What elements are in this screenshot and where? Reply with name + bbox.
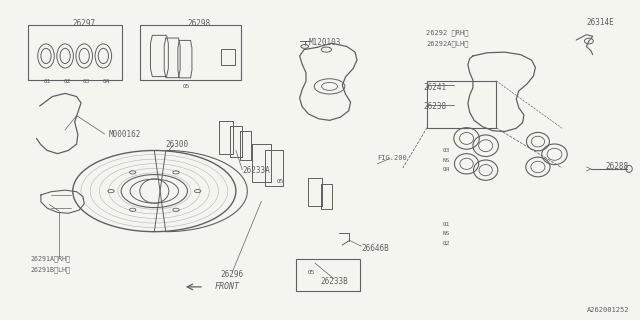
- Text: 26291A〈RH〉: 26291A〈RH〉: [30, 256, 70, 262]
- Bar: [221, 49, 236, 65]
- Text: 26288: 26288: [606, 163, 629, 172]
- Text: α3: α3: [442, 148, 450, 153]
- Text: 26238: 26238: [423, 102, 446, 111]
- Text: 26646B: 26646B: [362, 244, 389, 253]
- Text: α1: α1: [44, 79, 51, 84]
- Text: α5: α5: [308, 270, 316, 275]
- Bar: [140, 25, 241, 80]
- Text: 26298: 26298: [188, 19, 211, 28]
- Text: NS: NS: [442, 157, 450, 163]
- Text: 26233B: 26233B: [320, 277, 348, 286]
- Text: 26292 〈RH〉: 26292 〈RH〉: [426, 30, 468, 36]
- Bar: [28, 25, 122, 80]
- Text: α4: α4: [442, 167, 450, 172]
- Text: α3: α3: [83, 79, 90, 84]
- Text: 26296: 26296: [221, 270, 244, 279]
- Text: A262001252: A262001252: [586, 307, 629, 313]
- Text: 26300: 26300: [166, 140, 189, 149]
- Text: 26241: 26241: [423, 83, 446, 92]
- Text: α2: α2: [63, 79, 71, 84]
- Text: α4: α4: [103, 79, 110, 84]
- Text: 26291B〈LH〉: 26291B〈LH〉: [30, 266, 70, 273]
- Text: 26314E: 26314E: [586, 18, 614, 27]
- Text: 26292A〈LH〉: 26292A〈LH〉: [426, 40, 468, 47]
- Text: 26297: 26297: [73, 19, 96, 28]
- Text: α5: α5: [276, 179, 284, 184]
- Text: 26233A: 26233A: [243, 166, 270, 175]
- Text: α2: α2: [442, 241, 450, 246]
- Text: M000162: M000162: [108, 130, 141, 139]
- Text: FIG.200: FIG.200: [378, 156, 407, 161]
- Bar: [296, 259, 360, 291]
- Text: NS: NS: [442, 231, 450, 236]
- Text: α1: α1: [442, 221, 450, 227]
- Text: FRONT: FRONT: [215, 282, 240, 292]
- Text: M120103: M120103: [309, 38, 341, 47]
- Text: α5: α5: [182, 84, 190, 89]
- Bar: [427, 81, 496, 128]
